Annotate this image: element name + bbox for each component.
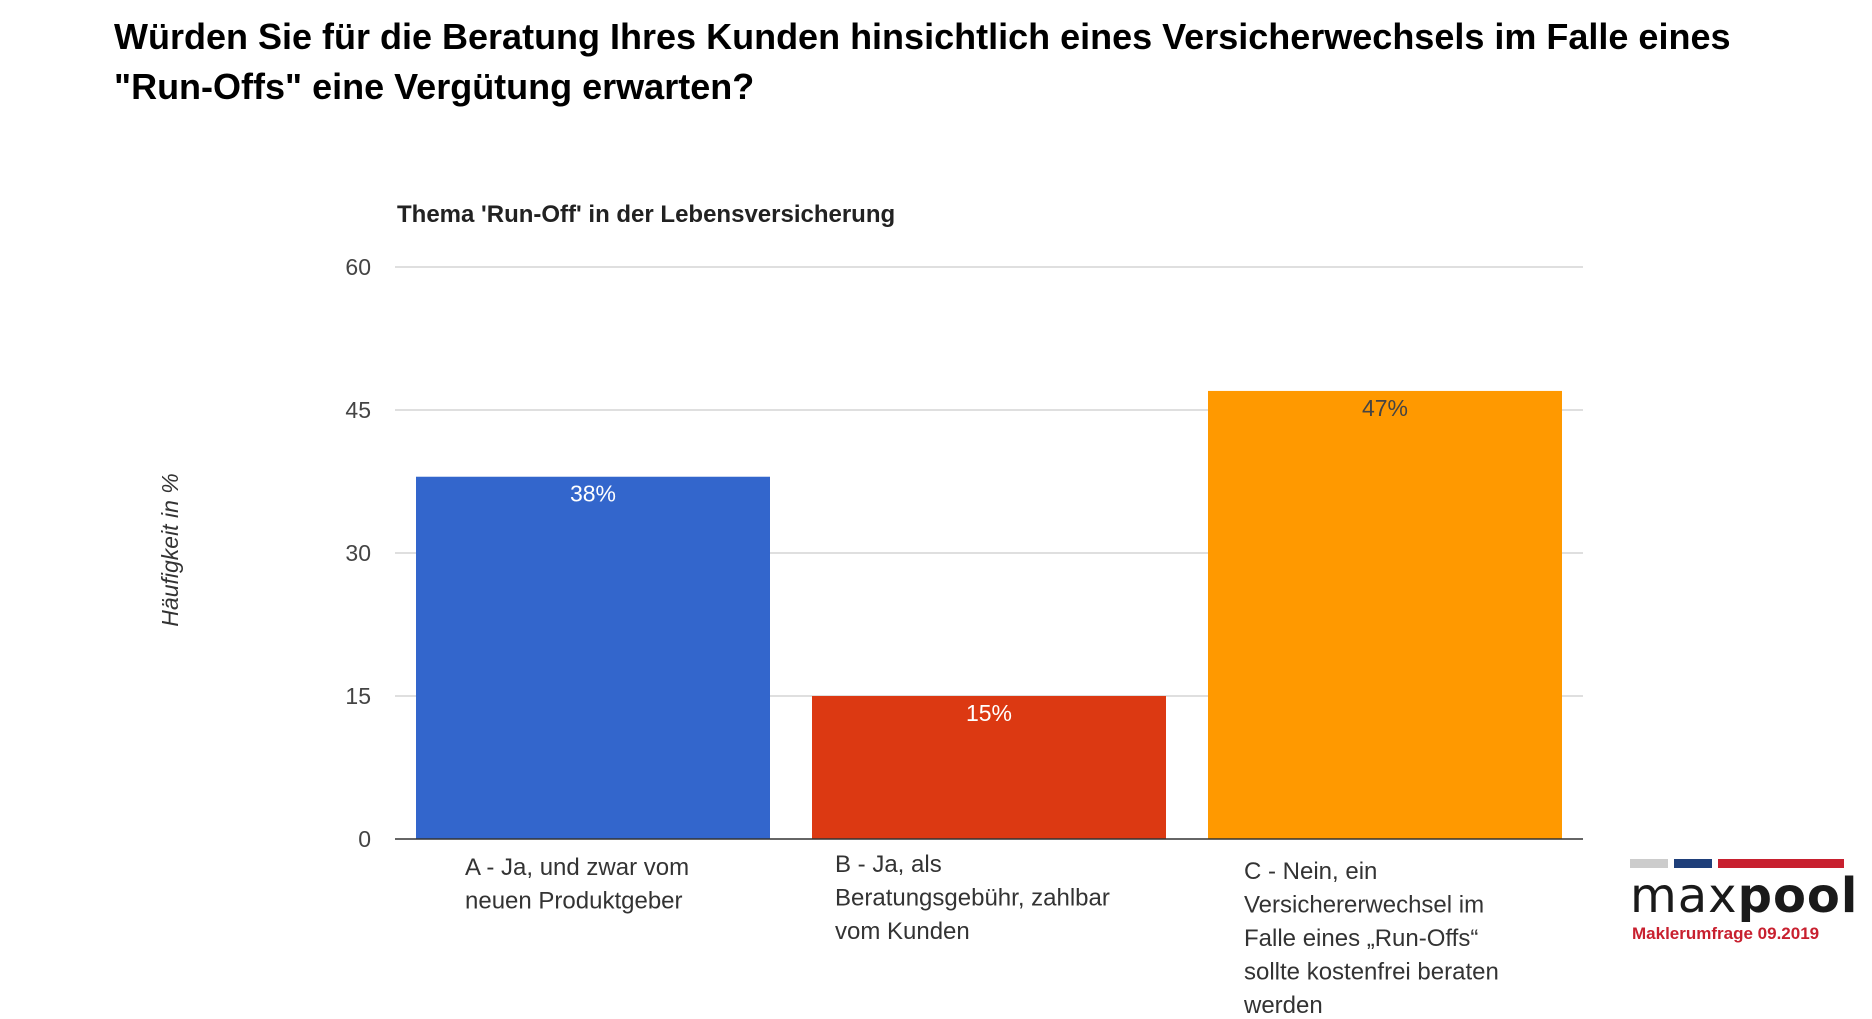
data-label: 38% [570, 481, 616, 507]
logo-wordmark: maxpool [1630, 868, 1857, 924]
bar [812, 696, 1166, 839]
logo-stripe-red [1718, 859, 1844, 868]
bar [1208, 390, 1562, 839]
page-title-line-2: "Run-Offs" eine Vergütung erwarten? [114, 66, 755, 107]
page-title-line-1: Würden Sie für die Beratung Ihres Kunden… [114, 16, 1731, 57]
y-axis-label: Häufigkeit in % [157, 473, 183, 626]
category-label: C - Nein, ein Versichererwechsel im Falle … [1243, 858, 1499, 1019]
bars [416, 390, 1562, 839]
logo-stripe-blue [1674, 859, 1712, 868]
category-labels: A - Ja, und zwar vom neuen Produktgeber B … [465, 851, 1499, 1019]
y-tick-labels: 0 15 30 45 60 [345, 254, 371, 852]
y-tick-label: 15 [345, 683, 371, 709]
y-tick-label: 30 [345, 540, 371, 566]
page-title: Würden Sie für die Beratung Ihres Kunden… [114, 12, 1814, 112]
logo-stripe-gray [1630, 859, 1668, 868]
data-label: 15% [966, 700, 1012, 726]
data-labels: 38% 15% 47% [570, 395, 1408, 726]
y-tick-label: 60 [345, 254, 371, 280]
logo-word-light: max [1630, 868, 1738, 924]
data-label: 47% [1362, 395, 1408, 421]
bar [416, 476, 770, 839]
maxpool-logo: maxpool Maklerumfrage 09.2019 [1630, 859, 1857, 944]
category-label: A - Ja, und zwar vom neuen Produktgeber [465, 854, 689, 915]
y-tick-label: 0 [358, 826, 371, 852]
logo-word-bold: pool [1737, 868, 1859, 924]
y-tick-label: 45 [345, 397, 371, 423]
category-label: B - Ja, als Beratungsgebühr, zahlbar vom K… [835, 851, 1110, 945]
logo-subtitle: Maklerumfrage 09.2019 [1632, 924, 1820, 943]
chart-title: Thema 'Run-Off' in der Lebensversicherun… [397, 201, 895, 228]
logo-stripes [1630, 859, 1844, 868]
